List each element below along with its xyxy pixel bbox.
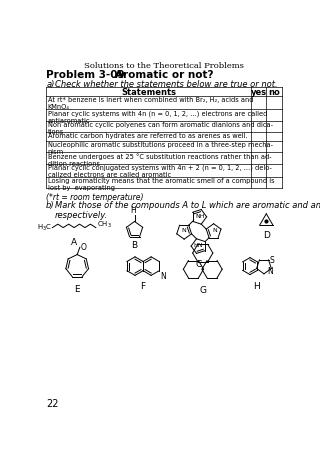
Text: (*rt = room temperature): (*rt = room temperature) [46, 193, 144, 202]
Text: D: D [263, 231, 270, 241]
Text: Mark those of the compounds A to L which are aromatic and antiaromatic,
respecti: Mark those of the compounds A to L which… [55, 201, 320, 220]
Text: yes: yes [251, 88, 267, 97]
Text: N: N [212, 228, 217, 233]
Text: N: N [267, 267, 273, 276]
Text: Aromatic carbon hydrates are referred to as arenes as well.: Aromatic carbon hydrates are referred to… [48, 133, 247, 139]
Text: Benzene undergoes at 25 °C substitution reactions rather than ad-
dition reactio: Benzene undergoes at 25 °C substitution … [48, 153, 271, 167]
Text: b): b) [46, 201, 55, 210]
Text: Problem 3-09: Problem 3-09 [46, 70, 125, 80]
Text: NH: NH [195, 213, 204, 218]
Text: G: G [199, 286, 206, 295]
Text: Planar cyclic conjugated systems with 4n + 2 (n = 0, 1, 2, …) delo-
calized elec: Planar cyclic conjugated systems with 4n… [48, 165, 272, 178]
Text: C: C [196, 260, 202, 269]
Text: N: N [181, 228, 186, 233]
Text: Planar cyclic systems with 4n (n = 0, 1, 2, …) electrons are called
antiaromatic: Planar cyclic systems with 4n (n = 0, 1,… [48, 110, 267, 124]
Text: At rt* benzene is inert when combined with Br₂, H₂, acids and
KMnO₄: At rt* benzene is inert when combined wi… [48, 97, 253, 110]
Text: E: E [74, 284, 80, 294]
Text: HN: HN [193, 243, 203, 248]
Text: Nucleophilic aromatic substitutions proceed in a three-step mecha-
nism: Nucleophilic aromatic substitutions proc… [48, 142, 273, 155]
Text: a): a) [46, 80, 55, 89]
Text: H: H [254, 281, 260, 290]
Text: H$_3$C: H$_3$C [36, 223, 52, 233]
Text: A: A [71, 238, 77, 246]
Text: 22: 22 [46, 399, 59, 409]
Text: N: N [161, 272, 166, 281]
Text: Solutions to the Theoretical Problems: Solutions to the Theoretical Problems [84, 62, 244, 70]
Text: Statements: Statements [121, 88, 176, 97]
Text: O: O [81, 243, 86, 252]
Text: S: S [269, 256, 274, 265]
Text: Non aromatic cyclic polyenes can form aromatic dianions and dica-
tions: Non aromatic cyclic polyenes can form ar… [48, 122, 273, 135]
Text: H: H [130, 206, 136, 215]
Text: no: no [268, 88, 280, 97]
Text: F: F [140, 282, 146, 291]
Text: Losing aromaticity means that the aromatic smell of a compound is
lost by  evapo: Losing aromaticity means that the aromat… [48, 178, 274, 191]
Text: Check whether the statements below are true or not.: Check whether the statements below are t… [55, 80, 277, 89]
Text: CH$_3$: CH$_3$ [97, 219, 111, 230]
Text: Aromatic or not?: Aromatic or not? [115, 70, 213, 80]
Text: B: B [132, 241, 138, 250]
